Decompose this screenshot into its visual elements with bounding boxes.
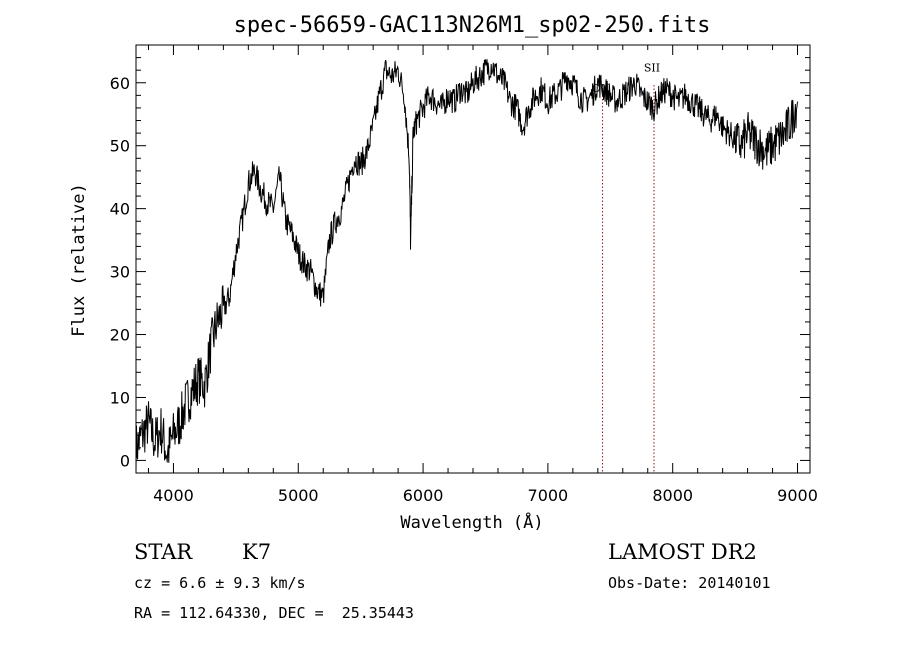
x-tick-label: 6000 [403,486,444,505]
series-group [135,59,798,470]
x-tick-label: 9000 [777,486,818,505]
redshift-cz: cz = 6.6 ± 9.3 km/s [134,574,306,592]
chart-title: spec-56659-GAC113N26M1_sp02-250.fits [234,13,711,38]
y-tick-label: 20 [110,326,130,345]
observation-date: Obs-Date: 20140101 [608,574,771,592]
spectrum-chart: spec-56659-GAC113N26M1_sp02-250.fits 400… [69,13,818,533]
line-marker-label: SII [644,61,660,74]
plot-frame [135,44,811,474]
object-class: STAR [134,540,193,564]
y-tick-label: 40 [110,200,130,219]
x-tick-label: 4000 [153,486,194,505]
y-tick-label: 60 [110,74,130,93]
x-tick-label: 7000 [528,486,569,505]
y-tick-label: 30 [110,263,130,282]
y-axis-ticks: 0 10 20 30 40 50 60 [110,44,810,474]
spectrum-line [135,59,798,470]
x-axis-label: Wavelength (Å) [400,511,543,533]
object-subclass: K7 [242,540,272,564]
survey-name: LAMOST DR2 [608,540,757,564]
y-tick-label: 0 [120,451,130,470]
coordinates: RA = 112.64330, DEC = 25.35443 [134,604,414,622]
x-tick-label: 5000 [278,486,319,505]
x-axis-ticks: 4000 5000 6000 7000 8000 9000 [147,45,818,505]
y-tick-label: 50 [110,137,130,156]
plot-border [135,44,811,474]
y-tick-label: 10 [110,388,130,407]
y-axis-label: Flux (relative) [69,183,89,337]
x-tick-label: 8000 [652,486,693,505]
